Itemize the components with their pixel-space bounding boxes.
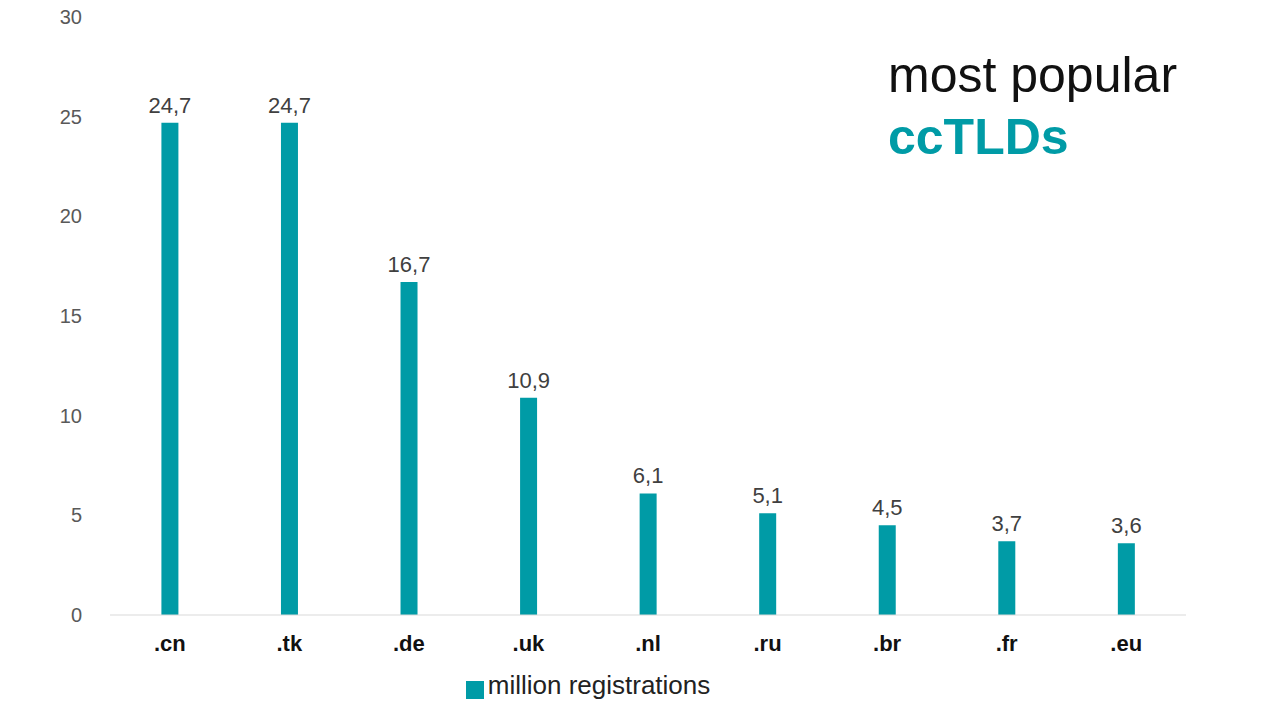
svg-text:0: 0 — [71, 604, 82, 626]
svg-text:5,1: 5,1 — [752, 483, 783, 508]
svg-text:30: 30 — [60, 6, 82, 28]
svg-text:16,7: 16,7 — [388, 252, 431, 277]
svg-text:.eu: .eu — [1110, 631, 1142, 656]
svg-text:.uk: .uk — [513, 631, 546, 656]
svg-text:.cn: .cn — [154, 631, 186, 656]
svg-text:.fr: .fr — [996, 631, 1018, 656]
svg-text:24,7: 24,7 — [268, 93, 311, 118]
svg-text:10: 10 — [60, 405, 82, 427]
svg-text:.tk: .tk — [276, 631, 302, 656]
svg-text:3,7: 3,7 — [992, 511, 1023, 536]
svg-text:6,1: 6,1 — [633, 463, 664, 488]
svg-text:10,9: 10,9 — [507, 368, 550, 393]
html-text:most popular: most popular — [888, 47, 1177, 103]
svg-text:.ru: .ru — [753, 631, 781, 656]
svg-text:.de: .de — [393, 631, 425, 656]
svg-text:.nl: .nl — [635, 631, 661, 656]
svg-text:25: 25 — [60, 106, 82, 128]
svg-text:24,7: 24,7 — [148, 93, 191, 118]
svg-text:.br: .br — [873, 631, 902, 656]
svg-text:4,5: 4,5 — [872, 495, 903, 520]
svg-text:15: 15 — [60, 305, 82, 327]
svg-text:5: 5 — [71, 504, 82, 526]
html-text:ccTLDs: ccTLDs — [888, 109, 1069, 165]
svg-text:3,6: 3,6 — [1111, 513, 1142, 538]
svg-text:20: 20 — [60, 205, 82, 227]
html-text:million registrations: million registrations — [487, 670, 711, 700]
